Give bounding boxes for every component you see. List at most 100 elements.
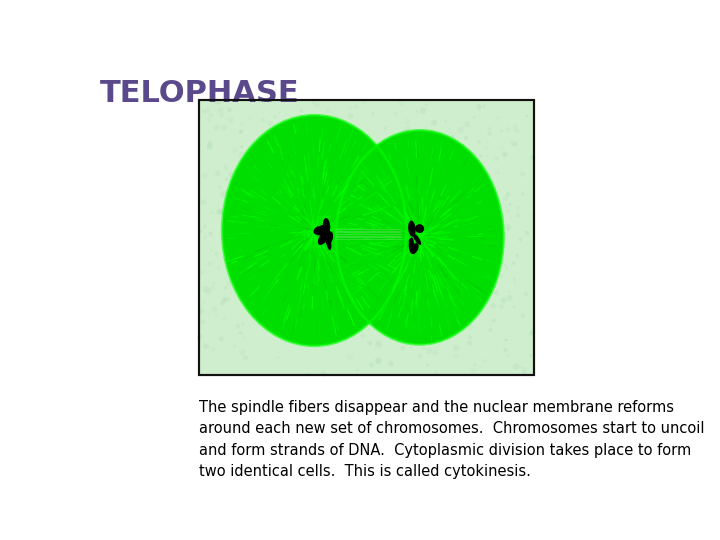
Ellipse shape xyxy=(472,267,479,273)
Bar xyxy=(199,100,534,375)
Ellipse shape xyxy=(367,134,371,137)
Ellipse shape xyxy=(197,334,203,340)
Ellipse shape xyxy=(528,354,532,357)
Ellipse shape xyxy=(437,228,443,234)
Ellipse shape xyxy=(256,276,262,283)
Ellipse shape xyxy=(218,107,224,113)
Ellipse shape xyxy=(388,179,394,184)
Ellipse shape xyxy=(505,192,510,197)
Ellipse shape xyxy=(409,136,413,139)
Ellipse shape xyxy=(381,318,385,322)
Ellipse shape xyxy=(203,237,206,239)
Ellipse shape xyxy=(485,147,488,150)
Ellipse shape xyxy=(323,202,327,207)
Ellipse shape xyxy=(348,143,350,145)
Ellipse shape xyxy=(380,175,384,178)
Ellipse shape xyxy=(218,186,221,188)
Ellipse shape xyxy=(492,237,498,241)
Ellipse shape xyxy=(468,190,472,193)
Ellipse shape xyxy=(463,232,467,236)
Ellipse shape xyxy=(233,203,235,206)
Ellipse shape xyxy=(467,286,472,292)
Ellipse shape xyxy=(308,116,310,119)
Ellipse shape xyxy=(225,296,230,302)
Ellipse shape xyxy=(242,284,248,289)
Ellipse shape xyxy=(458,164,463,168)
Ellipse shape xyxy=(475,269,479,273)
Ellipse shape xyxy=(499,305,504,309)
Ellipse shape xyxy=(238,130,243,134)
Ellipse shape xyxy=(372,168,376,172)
Ellipse shape xyxy=(287,131,290,135)
Ellipse shape xyxy=(472,116,476,119)
Ellipse shape xyxy=(474,163,479,168)
Ellipse shape xyxy=(409,238,414,252)
Ellipse shape xyxy=(307,318,309,320)
Ellipse shape xyxy=(338,258,343,264)
Ellipse shape xyxy=(490,192,492,194)
Ellipse shape xyxy=(513,124,518,129)
Ellipse shape xyxy=(507,210,510,213)
Ellipse shape xyxy=(310,282,312,284)
Ellipse shape xyxy=(452,148,457,153)
Ellipse shape xyxy=(215,209,222,215)
Ellipse shape xyxy=(220,301,225,306)
Ellipse shape xyxy=(264,171,269,177)
Ellipse shape xyxy=(351,300,355,304)
Ellipse shape xyxy=(302,200,305,204)
Ellipse shape xyxy=(202,286,209,293)
Ellipse shape xyxy=(320,370,325,376)
Ellipse shape xyxy=(274,328,278,332)
Ellipse shape xyxy=(426,348,432,354)
Ellipse shape xyxy=(518,237,522,241)
Ellipse shape xyxy=(275,244,281,250)
Ellipse shape xyxy=(225,178,228,181)
Ellipse shape xyxy=(413,144,415,145)
Ellipse shape xyxy=(347,294,351,298)
Ellipse shape xyxy=(336,285,339,288)
Ellipse shape xyxy=(299,144,304,149)
Ellipse shape xyxy=(325,231,333,245)
Ellipse shape xyxy=(468,335,472,339)
Ellipse shape xyxy=(318,229,330,245)
Ellipse shape xyxy=(531,123,535,126)
Ellipse shape xyxy=(351,229,355,233)
Ellipse shape xyxy=(203,225,207,228)
Ellipse shape xyxy=(513,281,516,283)
Ellipse shape xyxy=(520,366,522,369)
Ellipse shape xyxy=(414,174,416,177)
Ellipse shape xyxy=(274,116,276,118)
Ellipse shape xyxy=(347,354,354,361)
Ellipse shape xyxy=(240,349,246,355)
Ellipse shape xyxy=(202,301,204,303)
Ellipse shape xyxy=(426,319,428,320)
Ellipse shape xyxy=(222,318,226,321)
Ellipse shape xyxy=(423,272,426,274)
Ellipse shape xyxy=(282,251,287,254)
Ellipse shape xyxy=(259,272,263,275)
Ellipse shape xyxy=(447,319,453,326)
Ellipse shape xyxy=(369,363,374,367)
Ellipse shape xyxy=(395,220,400,225)
Ellipse shape xyxy=(452,233,455,235)
Ellipse shape xyxy=(331,287,336,291)
Ellipse shape xyxy=(343,130,346,134)
Ellipse shape xyxy=(338,271,340,273)
Ellipse shape xyxy=(207,272,208,273)
Ellipse shape xyxy=(350,262,352,265)
Ellipse shape xyxy=(211,211,213,214)
Ellipse shape xyxy=(305,119,307,121)
Ellipse shape xyxy=(479,154,482,158)
Bar xyxy=(199,100,534,375)
Ellipse shape xyxy=(321,224,326,228)
Ellipse shape xyxy=(308,166,311,169)
Ellipse shape xyxy=(329,332,331,334)
Ellipse shape xyxy=(521,313,526,318)
Ellipse shape xyxy=(500,129,503,133)
Ellipse shape xyxy=(437,319,440,322)
Ellipse shape xyxy=(419,154,424,159)
Ellipse shape xyxy=(383,263,389,268)
Ellipse shape xyxy=(344,292,348,296)
Ellipse shape xyxy=(497,171,500,174)
Ellipse shape xyxy=(388,361,394,367)
